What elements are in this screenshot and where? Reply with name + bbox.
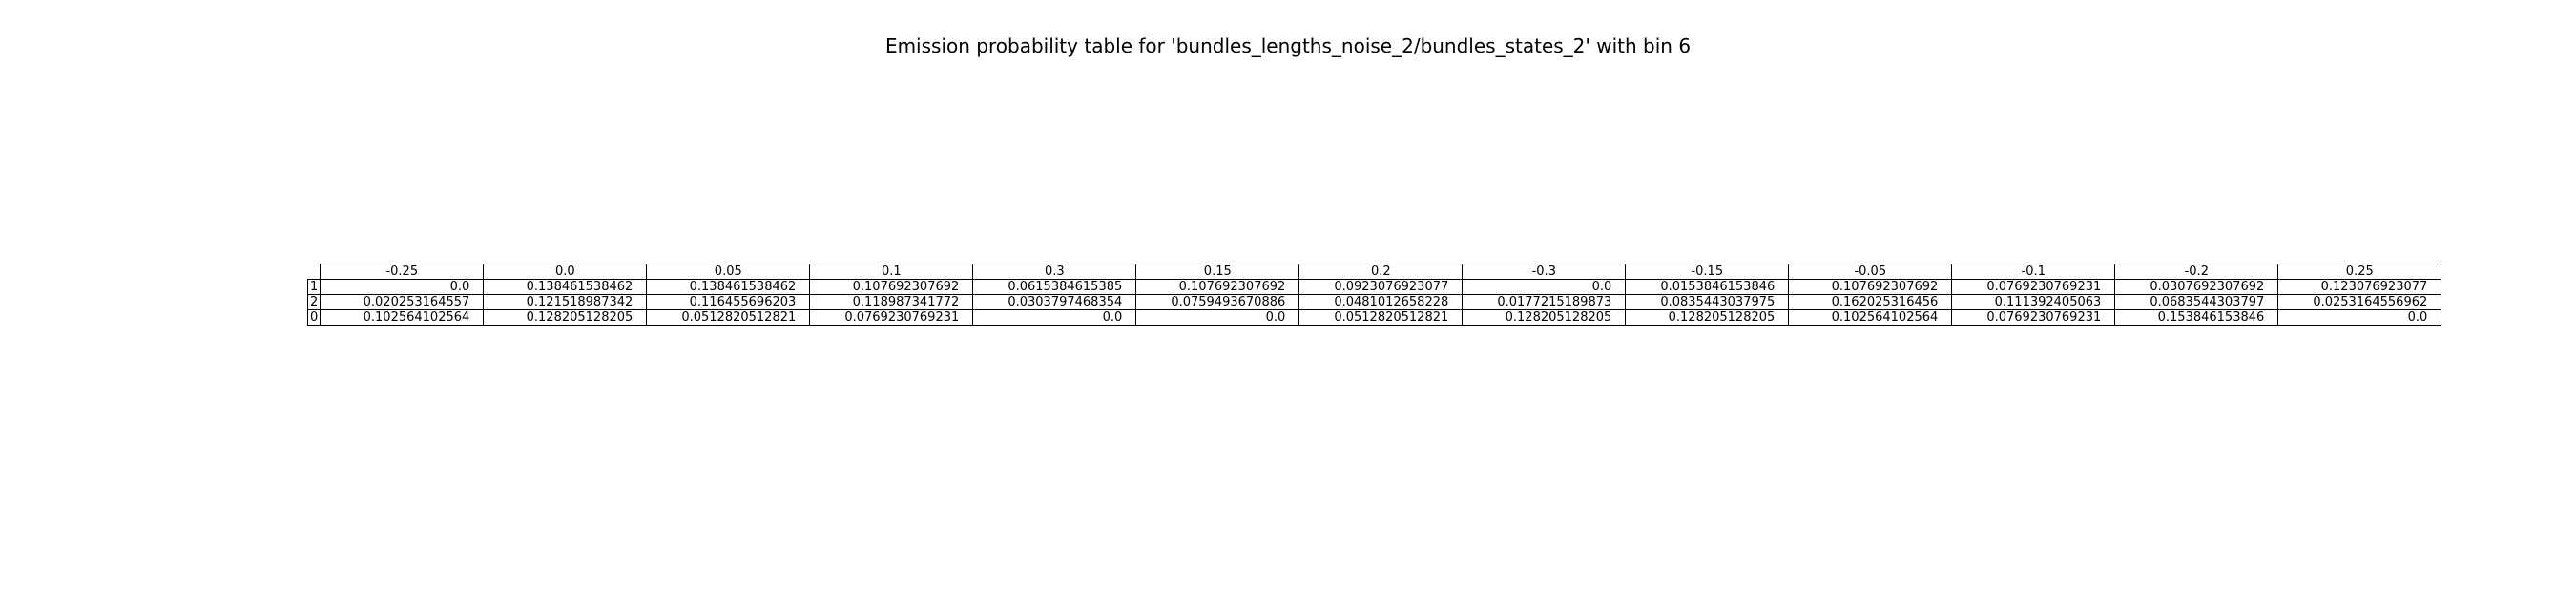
table-cell: 0.111392405063 — [1951, 294, 2116, 310]
table-cell: 0.0769230769231 — [809, 309, 974, 326]
table-cell: 0.138461538462 — [483, 279, 648, 295]
table-cell: 0.138461538462 — [646, 279, 811, 295]
table-cell: 0.0923076923077 — [1298, 279, 1464, 295]
table-cell: 0.107692307692 — [809, 279, 974, 295]
table-cell: 0.107692307692 — [1135, 279, 1300, 295]
column-header: 0.1 — [809, 264, 974, 280]
row-header: 0 — [306, 309, 322, 326]
table-cell: 0.0759493670886 — [1135, 294, 1300, 310]
table-cell: 0.118987341772 — [809, 294, 974, 310]
table-row: 2 0.020253164557 0.121518987342 0.116455696… — [306, 294, 2442, 310]
table-cell: 0.116455696203 — [646, 294, 811, 310]
column-header: -0.1 — [1951, 264, 2116, 280]
table-cell: 0.0 — [2277, 309, 2442, 326]
table-cell: 0.0153846153846 — [1625, 279, 1790, 295]
table-cell: 0.121518987342 — [483, 294, 648, 310]
table-cell: 0.020253164557 — [320, 294, 485, 310]
row-header: 1 — [306, 279, 322, 295]
table-cell: 0.0303797468354 — [972, 294, 1137, 310]
table-cell: 0.102564102564 — [320, 309, 485, 326]
table-header-row: -0.25 0.0 0.05 0.1 0.3 0.15 0.2 -0.3 -0.15 -0.05-… — [308, 264, 2442, 280]
table-row: 1 0.0 0.138461538462 0.138461538462 0.107692… — [306, 279, 2442, 295]
column-header: 0.05 — [646, 264, 811, 280]
column-header: -0.25 — [320, 264, 485, 280]
column-header: -0.3 — [1462, 264, 1627, 280]
emission-probability-table: -0.25 0.0 0.05 0.1 0.3 0.15 0.2 -0.3 -0.15 -0.05-… — [306, 264, 2442, 326]
table-cell: 0.128205128205 — [483, 309, 648, 326]
table-cell: 0.0615384615385 — [972, 279, 1137, 295]
chart-title: Emission probability table for 'bundles_… — [884, 34, 1692, 57]
table-cell: 0.0769230769231 — [1951, 309, 2116, 326]
table-cell: 0.0512820512821 — [1298, 309, 1464, 326]
column-header: -0.2 — [2114, 264, 2279, 280]
table-cell: 0.128205128205 — [1625, 309, 1790, 326]
table-cell: 0.0 — [1462, 279, 1627, 295]
table-cell: 0.153846153846 — [2114, 309, 2279, 326]
table-cell: 0.0253164556962 — [2277, 294, 2442, 310]
table-cell: 0.128205128205 — [1462, 309, 1627, 326]
table-cell: 0.107692307692 — [1788, 279, 1953, 295]
column-header: 0.3 — [972, 264, 1137, 280]
table-cell: 0.0 — [972, 309, 1137, 326]
table-row: 0 0.102564102564 0.128205128205 0.051282051… — [306, 309, 2442, 326]
table-cell: 0.0512820512821 — [646, 309, 811, 326]
table-corner — [308, 264, 321, 280]
table-cell: 0.0 — [1135, 309, 1300, 326]
column-header: -0.15 — [1625, 264, 1790, 280]
table-cell: 0.0 — [320, 279, 485, 295]
table-cell: 0.0683544303797 — [2114, 294, 2279, 310]
column-header: 0.0 — [483, 264, 648, 280]
table-cell: 0.0177215189873 — [1462, 294, 1627, 310]
table-cell: 0.123076923077 — [2277, 279, 2442, 295]
column-header: -0.05 — [1788, 264, 1953, 280]
column-header: 0.15 — [1135, 264, 1300, 280]
row-header: 2 — [306, 294, 322, 310]
table-cell: 0.0769230769231 — [1951, 279, 2116, 295]
table-cell: 0.0481012658228 — [1298, 294, 1464, 310]
table-cell: 0.0835443037975 — [1625, 294, 1790, 310]
column-header: 0.2 — [1298, 264, 1464, 280]
table-cell: 0.162025316456 — [1788, 294, 1953, 310]
table-cell: 0.102564102564 — [1788, 309, 1953, 326]
column-header: 0.25 — [2277, 264, 2442, 280]
table-cell: 0.0307692307692 — [2114, 279, 2279, 295]
